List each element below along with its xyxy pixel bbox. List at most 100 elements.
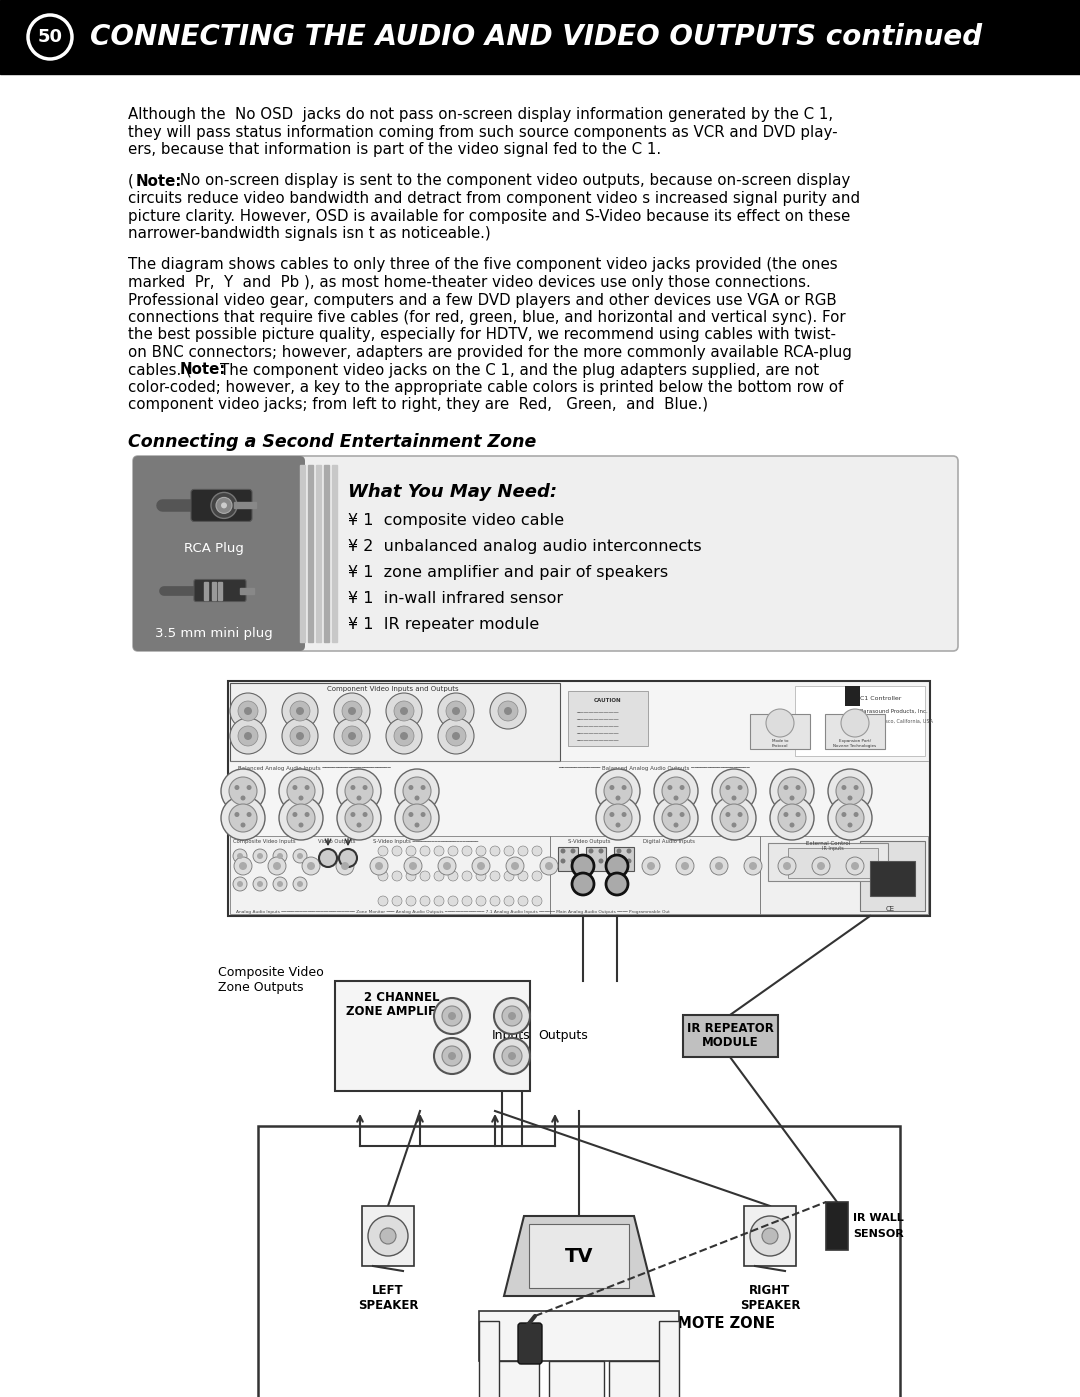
Circle shape [504,895,514,907]
Bar [240,588,254,594]
Bar [324,465,329,643]
Circle shape [395,768,438,813]
Text: connections that require five cables (for red, green, blue, and horizontal and v: connections that require five cables (fo… [129,310,846,326]
Bar [0,0,1080,74]
Circle shape [400,732,408,740]
Text: The diagram shows cables to only three of the five component video jacks provide: The diagram shows cables to only three o… [129,257,838,272]
Circle shape [667,812,673,817]
Text: Note:: Note: [180,362,226,377]
Text: What You May Need:: What You May Need: [348,483,557,502]
Circle shape [453,707,460,715]
Bar [795,686,924,756]
Text: C1 Controller: C1 Controller [860,697,902,701]
Circle shape [370,856,388,875]
Circle shape [796,812,800,817]
Circle shape [241,795,245,800]
Circle shape [507,856,524,875]
Circle shape [731,795,737,800]
Circle shape [394,701,414,721]
Text: 50: 50 [38,28,63,46]
Circle shape [679,785,685,789]
Bar [362,1206,414,1266]
Circle shape [622,812,626,817]
FancyBboxPatch shape [194,580,246,602]
FancyBboxPatch shape [133,455,958,651]
Circle shape [712,796,756,840]
Text: Outputs: Outputs [538,1030,588,1042]
Bar [558,847,578,870]
Circle shape [540,856,558,875]
Circle shape [268,856,286,875]
Text: CONNECTING THE AUDIO AND VIDEO OUTPUTS continued: CONNECTING THE AUDIO AND VIDEO OUTPUTS c… [90,22,982,52]
Polygon shape [504,1215,654,1296]
Circle shape [738,812,743,817]
Bar [825,714,885,749]
Circle shape [679,812,685,817]
Circle shape [848,823,852,827]
Circle shape [406,895,416,907]
Circle shape [853,785,859,789]
Circle shape [446,726,465,746]
Circle shape [434,870,444,882]
Text: Parasound Products, Inc.: Parasound Products, Inc. [860,708,928,714]
Circle shape [293,812,297,817]
Circle shape [589,859,594,863]
Circle shape [408,812,414,817]
Circle shape [720,777,748,805]
Circle shape [606,855,627,877]
Circle shape [273,849,287,863]
Circle shape [415,823,419,827]
Circle shape [378,895,388,907]
Bar [480,1322,499,1397]
Circle shape [778,805,806,833]
Circle shape [342,726,362,746]
Bar [234,503,256,509]
Text: marked  Pr,  Y  and  Pb ), as most home-theater video devices use only those con: marked Pr, Y and Pb ), as most home-thea… [129,275,811,291]
Circle shape [494,997,530,1034]
Text: MODULE: MODULE [702,1037,758,1049]
Circle shape [297,854,303,859]
Bar [750,714,810,749]
Circle shape [229,805,257,833]
Circle shape [596,796,640,840]
Bar [212,581,216,599]
Circle shape [490,847,500,856]
Circle shape [378,847,388,856]
Circle shape [841,785,847,789]
Circle shape [504,847,514,856]
Circle shape [462,895,472,907]
Circle shape [368,1215,408,1256]
Circle shape [341,862,349,870]
Circle shape [726,812,730,817]
Circle shape [420,785,426,789]
Bar [870,861,915,895]
Circle shape [783,862,791,870]
Circle shape [403,805,431,833]
Circle shape [598,859,604,863]
Text: Composite Video
Zone Outputs: Composite Video Zone Outputs [218,965,324,995]
Text: (: ( [129,173,134,189]
Circle shape [476,870,486,882]
Circle shape [443,862,451,870]
Bar [549,1361,604,1397]
Circle shape [345,805,373,833]
Circle shape [662,805,690,833]
Circle shape [345,777,373,805]
Circle shape [296,732,303,740]
Circle shape [282,718,318,754]
Text: the best possible picture quality, especially for HDTV, we recommend using cable: the best possible picture quality, espec… [129,327,836,342]
Circle shape [230,718,266,754]
Text: External Control: External Control [806,841,850,847]
Text: San Francisco, California, USA: San Francisco, California, USA [860,718,933,724]
Circle shape [841,812,847,817]
Circle shape [770,768,814,813]
Circle shape [230,693,266,729]
Text: ers, because that information is part of the video signal fed to the C 1.: ers, because that information is part of… [129,142,661,156]
Bar [285,461,300,645]
Circle shape [572,873,594,895]
Circle shape [337,796,381,840]
Circle shape [570,859,576,863]
Text: S-Video Outputs: S-Video Outputs [568,840,610,844]
Circle shape [616,795,621,800]
Text: Video Outputs: Video Outputs [318,840,355,844]
